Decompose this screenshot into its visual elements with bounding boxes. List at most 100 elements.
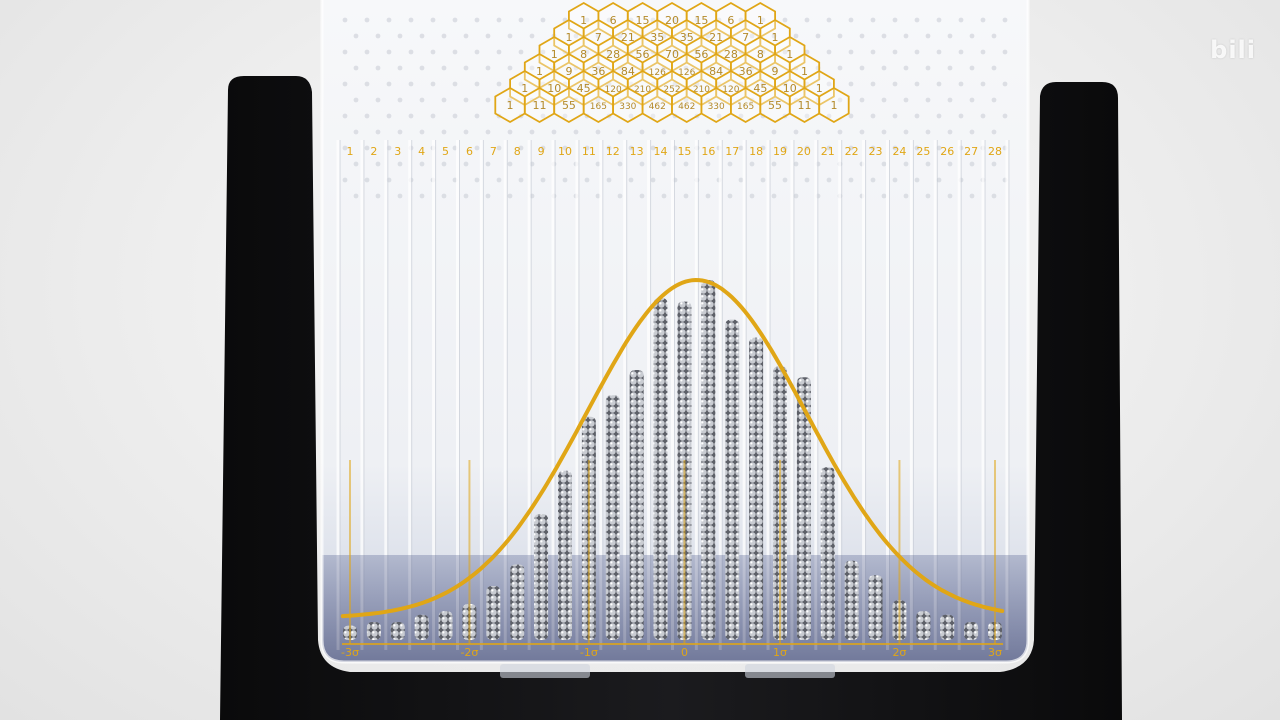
- peg: [573, 129, 579, 135]
- peg: [474, 49, 480, 55]
- peg: [452, 17, 458, 23]
- peg: [518, 17, 524, 23]
- peg: [408, 17, 414, 23]
- pascal-cell-value: 56: [636, 48, 650, 61]
- ball-column: [558, 470, 572, 640]
- pascal-cell-value: 21: [621, 31, 635, 44]
- pascal-cell-value: 1: [565, 31, 572, 44]
- peg: [353, 129, 359, 135]
- peg: [848, 49, 854, 55]
- peg: [694, 49, 700, 55]
- peg: [661, 129, 667, 135]
- peg: [562, 145, 568, 151]
- pascal-cell-value: 84: [709, 65, 723, 78]
- pascal-cell-value: 165: [590, 102, 607, 112]
- peg: [562, 177, 568, 183]
- peg: [430, 81, 436, 87]
- bin-number: 13: [630, 145, 644, 158]
- ball-column: [438, 611, 453, 640]
- peg: [859, 129, 865, 135]
- peg: [837, 33, 843, 39]
- peg: [441, 65, 447, 71]
- peg: [991, 161, 997, 167]
- peg: [892, 177, 898, 183]
- pascal-cell-value: 45: [577, 82, 591, 95]
- peg: [826, 113, 832, 119]
- peg: [518, 177, 524, 183]
- peg: [980, 49, 986, 55]
- normal-curve: [340, 277, 1005, 619]
- base-clip-right: [745, 664, 835, 678]
- peg: [375, 129, 381, 135]
- peg: [936, 113, 942, 119]
- peg: [364, 177, 370, 183]
- peg: [386, 81, 392, 87]
- pascal-cell-value: 10: [783, 82, 797, 95]
- peg: [441, 129, 447, 135]
- ball-column: [653, 298, 668, 640]
- stand-frame: [220, 76, 1122, 720]
- peg: [661, 33, 667, 39]
- peg: [936, 145, 942, 151]
- peg: [353, 193, 359, 199]
- peg: [925, 65, 931, 71]
- peg: [826, 177, 832, 183]
- peg: [793, 193, 799, 199]
- peg: [716, 113, 722, 119]
- peg: [760, 81, 766, 87]
- peg: [793, 33, 799, 39]
- peg: [903, 129, 909, 135]
- peg: [870, 113, 876, 119]
- bin-number: 27: [964, 145, 978, 158]
- pascal-cell-value: 1: [551, 48, 558, 61]
- peg: [672, 49, 678, 55]
- peg: [584, 145, 590, 151]
- peg: [771, 193, 777, 199]
- peg: [518, 81, 524, 87]
- peg: [881, 161, 887, 167]
- peg: [485, 129, 491, 135]
- sigma-label: -3σ: [341, 646, 359, 659]
- peg: [848, 81, 854, 87]
- ball-column: [796, 377, 811, 640]
- pascal-cell-value: 1: [786, 48, 793, 61]
- bin-number: 9: [538, 145, 545, 158]
- peg: [595, 161, 601, 167]
- peg: [342, 145, 348, 151]
- peg: [463, 65, 469, 71]
- sigma-label: 2σ: [892, 646, 906, 659]
- peg: [826, 145, 832, 151]
- peg: [628, 113, 634, 119]
- peg: [892, 17, 898, 23]
- pascal-cell-value: 1: [536, 65, 543, 78]
- peg: [551, 129, 557, 135]
- peg: [573, 33, 579, 39]
- ball-column: [486, 586, 501, 640]
- peg: [540, 113, 546, 119]
- peg: [408, 81, 414, 87]
- peg: [507, 33, 513, 39]
- peg: [419, 129, 425, 135]
- ball-column: [366, 622, 381, 640]
- peg: [870, 17, 876, 23]
- peg: [584, 17, 590, 23]
- peg: [947, 65, 953, 71]
- peg: [958, 113, 964, 119]
- peg: [980, 113, 986, 119]
- peg: [991, 65, 997, 71]
- peg: [749, 161, 755, 167]
- peg: [903, 97, 909, 103]
- pascal-cell-value: 6: [727, 14, 734, 27]
- peg: [914, 113, 920, 119]
- peg: [397, 97, 403, 103]
- sigma-axis: -3σ -2σ -1σ 0 1σ 2σ 3σ: [341, 460, 1003, 659]
- peg: [463, 161, 469, 167]
- peg: [518, 145, 524, 151]
- ball-column: [844, 560, 859, 640]
- peg: [749, 129, 755, 135]
- peg: [353, 161, 359, 167]
- peg: [562, 113, 568, 119]
- peg: [705, 129, 711, 135]
- peg: [496, 177, 502, 183]
